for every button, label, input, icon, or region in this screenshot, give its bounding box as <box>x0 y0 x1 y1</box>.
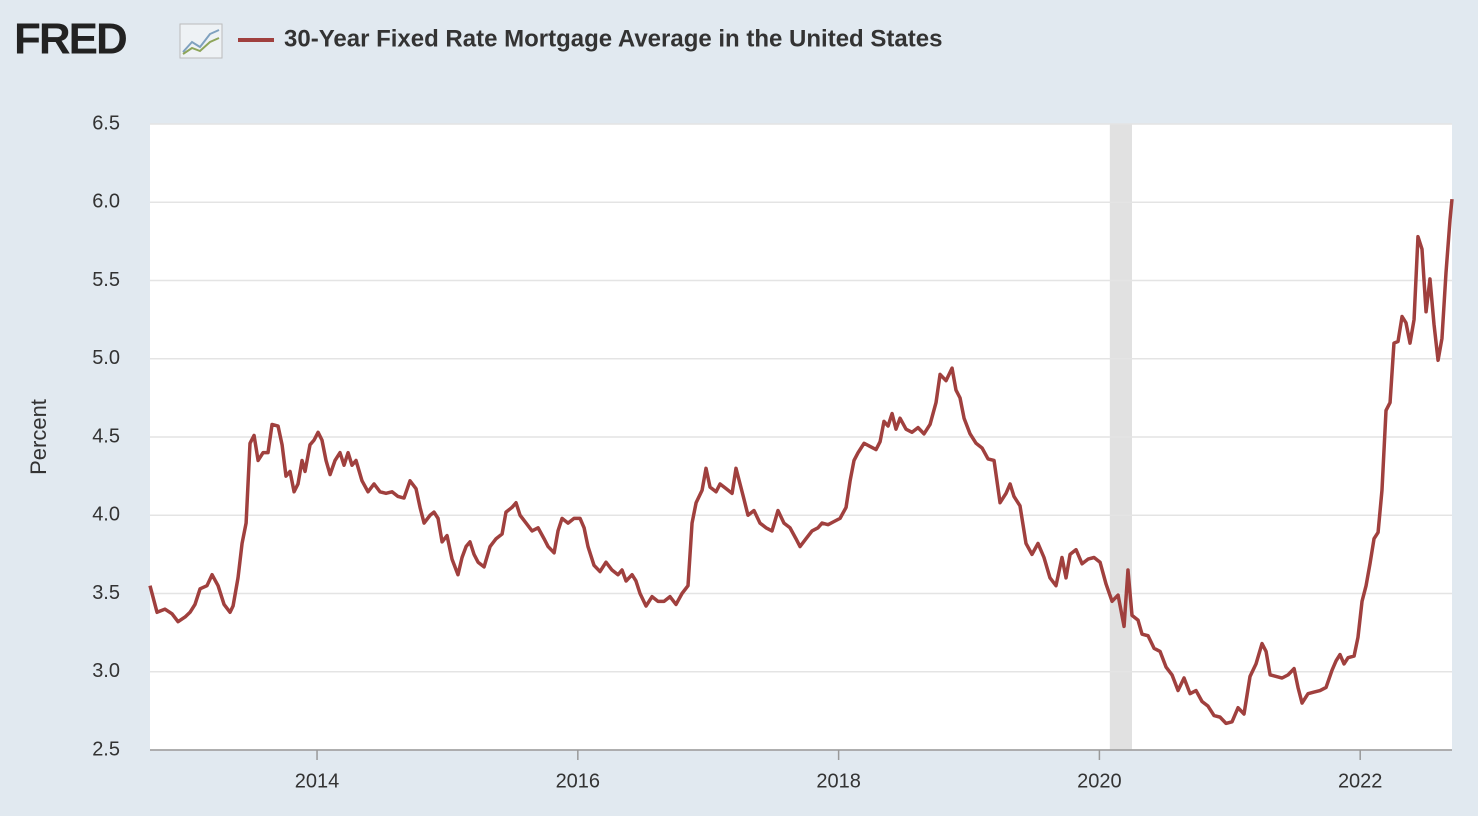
y-tick-label: 6.5 <box>92 112 120 134</box>
x-tick-label: 2022 <box>1338 770 1383 792</box>
chart-title: 30-Year Fixed Rate Mortgage Average in t… <box>284 25 942 52</box>
y-tick-label: 5.5 <box>92 269 120 291</box>
y-tick-label: 6.0 <box>92 191 120 213</box>
x-tick-label: 2016 <box>556 770 601 792</box>
logo: FRED <box>14 15 126 64</box>
y-tick-label: 4.5 <box>92 425 120 447</box>
y-tick-label: 4.0 <box>92 504 120 526</box>
x-tick-label: 2018 <box>816 770 861 792</box>
x-tick-label: 2020 <box>1077 770 1122 792</box>
logo-icon <box>179 23 223 59</box>
y-tick-label: 3.0 <box>92 660 120 682</box>
y-tick-label: 2.5 <box>92 738 120 760</box>
series-line <box>148 198 1454 726</box>
y-axis-label: Percent <box>26 399 51 475</box>
y-tick-label: 3.5 <box>92 582 120 604</box>
x-tick-label: 2014 <box>295 770 340 792</box>
y-tick-label: 5.0 <box>92 347 120 369</box>
